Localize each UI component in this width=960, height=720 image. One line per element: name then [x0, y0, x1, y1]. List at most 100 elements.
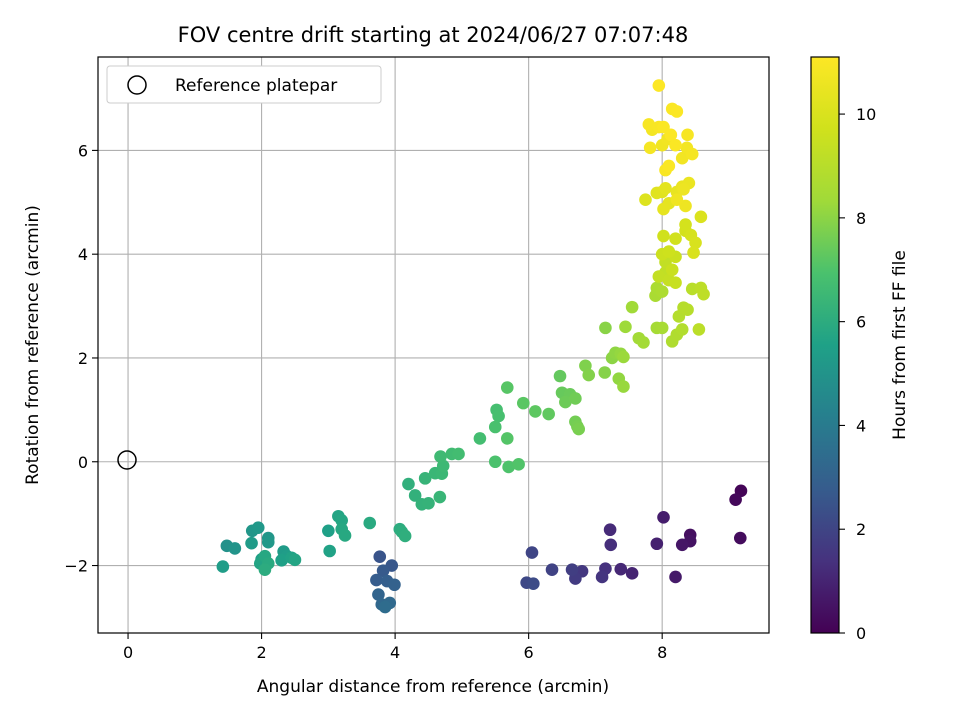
x-tick-label: 2	[256, 643, 266, 662]
data-point	[433, 490, 447, 504]
data-point	[492, 409, 505, 423]
data-point	[655, 321, 669, 335]
data-point	[245, 536, 258, 550]
colorbar-label: Hours from first FF file	[890, 250, 910, 440]
data-point	[655, 285, 669, 298]
data-point	[675, 323, 689, 336]
x-axis-label: Angular distance from reference (arcmin)	[257, 677, 609, 697]
data-point	[675, 538, 689, 552]
data-point	[569, 392, 582, 405]
y-tick-label: −2	[64, 557, 88, 576]
data-point	[418, 472, 432, 485]
reference-point-marker	[117, 450, 137, 470]
data-point	[398, 529, 412, 543]
x-tick-label: 4	[390, 643, 400, 662]
data-point	[669, 138, 682, 152]
data-point	[662, 245, 676, 258]
x-tick-label: 8	[657, 643, 667, 662]
legend: Reference platepar	[106, 65, 382, 104]
y-tick-label: 0	[78, 453, 88, 472]
data-point	[614, 562, 628, 576]
x-axis-ticks: 0 2 4 6 8	[123, 633, 667, 662]
data-point	[657, 202, 670, 216]
data-point	[617, 350, 630, 364]
data-point	[473, 432, 487, 445]
data-point	[372, 588, 385, 601]
data-point	[422, 496, 435, 510]
colorbar: 0 2 4 6 8 10 Hours from first FF file	[810, 56, 910, 643]
data-point	[652, 79, 666, 92]
x-tick-label: 6	[524, 643, 534, 662]
data-point	[370, 573, 383, 587]
data-point	[657, 510, 670, 524]
colorbar-gradient	[810, 56, 840, 634]
data-point	[402, 477, 415, 491]
data-point	[681, 128, 694, 142]
data-point	[643, 141, 657, 155]
data-point	[527, 577, 540, 591]
data-point	[689, 236, 702, 250]
data-point	[729, 493, 742, 506]
data-point	[733, 531, 747, 545]
data-point	[500, 381, 514, 394]
data-point	[545, 563, 559, 576]
data-point	[517, 396, 530, 410]
data-point	[378, 600, 392, 614]
legend-box	[106, 65, 382, 104]
data-point	[338, 529, 352, 542]
data-point	[335, 514, 348, 527]
data-point	[595, 570, 609, 584]
y-tick-label: 6	[78, 141, 88, 160]
data-point	[288, 553, 302, 567]
data-point	[258, 563, 272, 576]
colorbar-tick-label: 6	[856, 313, 866, 332]
legend-marker-icon	[127, 75, 147, 95]
data-point	[675, 151, 689, 165]
plot-frame	[97, 56, 770, 634]
data-point	[692, 323, 706, 336]
data-point	[373, 550, 387, 564]
colorbar-ticks: 0 2 4 6 8 10	[839, 105, 876, 643]
data-point	[408, 489, 422, 502]
data-point	[669, 232, 682, 245]
grid-lines	[98, 57, 769, 633]
data-point	[664, 128, 678, 142]
data-point	[542, 407, 555, 421]
data-point	[488, 420, 502, 434]
data-point	[639, 193, 652, 207]
data-point	[603, 523, 617, 537]
colorbar-tick-label: 0	[856, 624, 866, 643]
data-point	[512, 458, 525, 471]
colorbar-tick-label: 2	[856, 520, 866, 539]
data-point	[657, 229, 670, 243]
data-point	[529, 405, 542, 418]
data-point	[598, 366, 612, 379]
data-point	[216, 560, 230, 573]
colorbar-tick-label: 8	[856, 209, 866, 228]
data-point	[582, 368, 596, 382]
data-point	[650, 537, 664, 551]
data-point	[500, 432, 514, 445]
data-point	[681, 303, 694, 317]
data-point	[679, 199, 692, 213]
data-point	[687, 246, 700, 259]
data-point	[694, 210, 708, 224]
data-point	[525, 546, 539, 559]
data-point	[434, 450, 447, 463]
data-point	[652, 270, 666, 283]
data-point	[572, 422, 586, 436]
data-point	[323, 544, 336, 558]
legend-entry-reference: Reference platepar	[175, 76, 337, 96]
data-point	[619, 320, 632, 334]
y-axis-label: Rotation from reference (arcmin)	[23, 205, 43, 485]
data-point	[322, 524, 335, 538]
data-points	[216, 79, 748, 614]
data-point	[637, 336, 650, 349]
data-point	[662, 159, 676, 173]
data-point	[679, 218, 692, 231]
data-point	[642, 118, 656, 131]
data-point	[625, 300, 639, 314]
data-point	[669, 276, 682, 290]
data-point	[604, 538, 618, 552]
